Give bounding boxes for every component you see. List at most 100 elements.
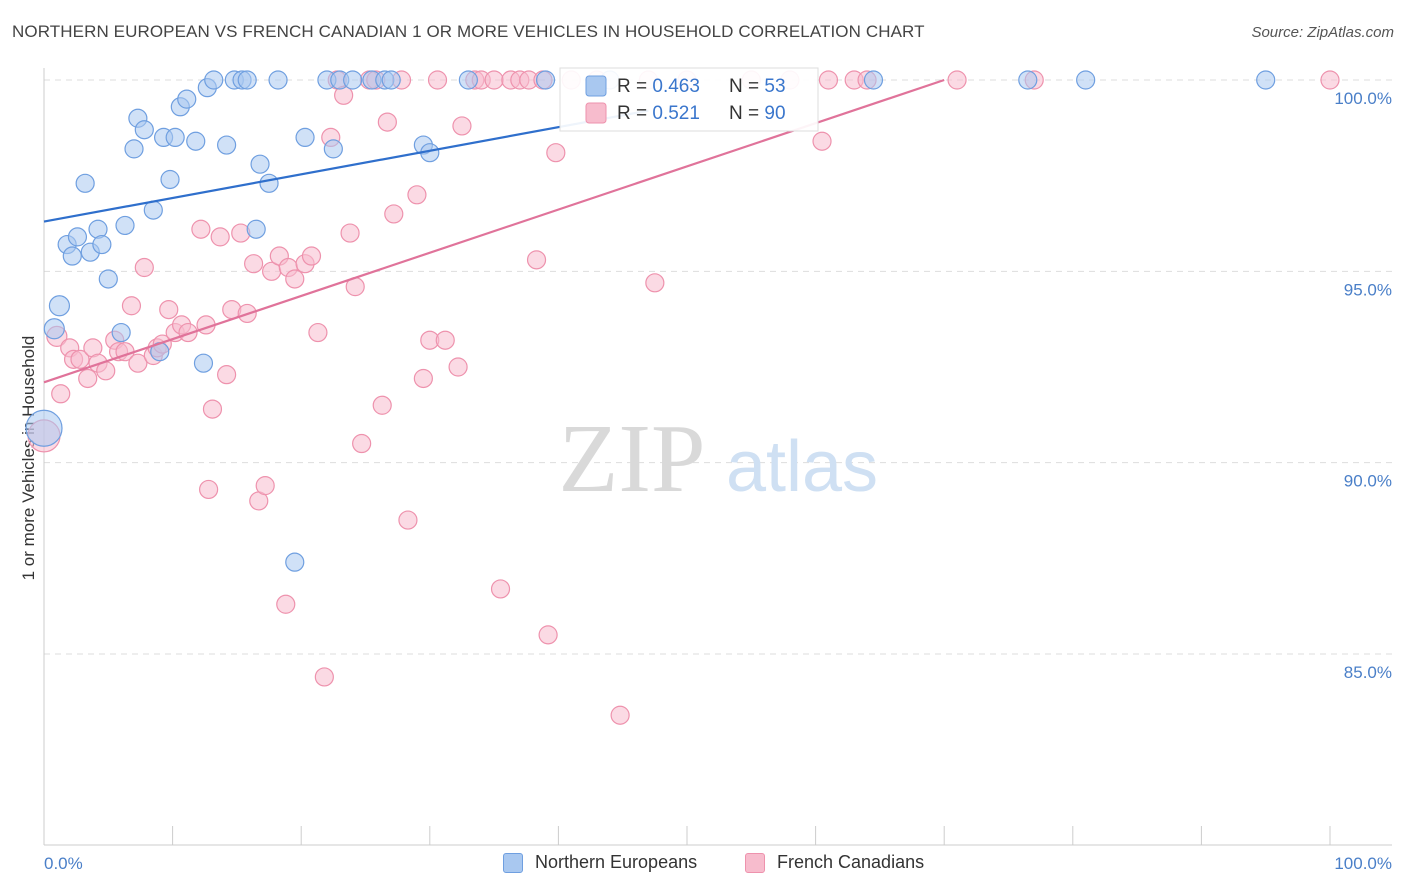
northern-europeans-point [124, 139, 144, 159]
northern-europeans-point [1256, 70, 1276, 90]
legend-n-label: N = [729, 76, 764, 97]
french-canadians-point [435, 330, 455, 350]
french-canadians-point [384, 204, 404, 224]
northern-europeans-point [295, 127, 315, 147]
svg-text:R = 0.521: R = 0.521 [617, 103, 700, 124]
watermark-atlas: atlas [726, 427, 878, 507]
french-canadians-point [352, 433, 372, 454]
northern-europeans-point [165, 127, 185, 147]
french-canadians-point [78, 368, 98, 389]
legend-r-label: R = [617, 103, 652, 124]
french-canadians-point [538, 625, 558, 645]
series-french-canadians [27, 70, 1340, 725]
x-tick-label: 100.0% [1334, 854, 1392, 873]
french-canadians-point [199, 479, 219, 500]
northern-europeans-point [111, 322, 131, 343]
french-canadians-point [645, 273, 665, 293]
legend-swatch-blue [585, 75, 607, 97]
northern-europeans-point [259, 173, 279, 193]
x-tick-label: 0.0% [44, 854, 83, 873]
french-canadians-point [202, 399, 223, 419]
legend-item-french-canadians: French Canadians [745, 852, 924, 873]
northern-europeans-point [62, 246, 82, 266]
french-canadians-point [372, 395, 392, 415]
french-canadians-point [526, 250, 547, 270]
northern-europeans-point [204, 70, 224, 90]
svg-text:N = 90: N = 90 [729, 103, 786, 124]
y-tick-labels: 85.0% 90.0% 95.0% 100.0% [1334, 89, 1392, 682]
northern-europeans-point [285, 552, 305, 572]
svg-text:R = 0.463: R = 0.463 [617, 76, 700, 97]
french-canadians-point [301, 246, 322, 266]
french-canadians-point [178, 322, 198, 343]
legend-n-value: 90 [764, 103, 785, 124]
french-canadians-point [276, 594, 296, 614]
northern-europeans-point [48, 295, 71, 317]
french-canadians-point [398, 510, 418, 530]
source-label: Source: ZipAtlas.com [1251, 24, 1394, 41]
watermark-zip: ZIP [559, 405, 706, 513]
french-canadians-point [191, 219, 211, 239]
northern-europeans-point [193, 353, 214, 373]
northern-europeans-point [237, 70, 257, 90]
northern-europeans-point [98, 269, 118, 289]
northern-europeans-point [250, 154, 270, 174]
legend-label-northern-europeans: Northern Europeans [535, 852, 698, 872]
legend-r-value: 0.463 [652, 76, 700, 97]
french-canadians-point [818, 70, 839, 90]
french-canadians-point [159, 300, 179, 320]
legend-swatch-northern-europeans [503, 852, 523, 873]
french-canadians-point [308, 322, 328, 343]
northern-europeans-point [115, 215, 135, 236]
chart-title: NORTHERN EUROPEAN VS FRENCH CANADIAN 1 O… [12, 22, 925, 41]
french-canadians-point [947, 70, 967, 90]
y-tick-label: 100.0% [1334, 89, 1392, 108]
french-canadians-point [490, 579, 511, 599]
northern-europeans-point [67, 227, 88, 247]
northern-europeans-point [1018, 70, 1038, 90]
northern-europeans-point [268, 70, 288, 90]
northern-europeans-point [343, 70, 363, 90]
legend-r-value: 0.521 [652, 103, 700, 124]
legend-label-french-canadians: French Canadians [777, 852, 925, 872]
legend-series: Northern Europeans French Canadians [0, 852, 1406, 878]
watermark: ZIP atlas [559, 405, 879, 513]
northern-europeans-point [25, 409, 63, 447]
french-canadians-point [285, 269, 305, 289]
series-northern-europeans [25, 70, 1276, 572]
axes [43, 68, 1392, 846]
french-canadians-point [377, 112, 397, 132]
svg-text:N = 53: N = 53 [729, 76, 786, 97]
french-canadians-point [128, 353, 148, 373]
northern-europeans-point [217, 135, 237, 155]
northern-europeans-point [160, 169, 180, 190]
french-canadians-point [427, 70, 448, 90]
legend-swatch-french-canadians [745, 852, 765, 873]
y-tick-label: 90.0% [1344, 472, 1392, 491]
french-canadians-point [812, 131, 832, 151]
legend-swatch-pink [585, 102, 607, 124]
french-canadians-point [1320, 70, 1340, 90]
northern-europeans-point [143, 200, 163, 220]
french-canadians-point [134, 257, 154, 278]
french-canadians-point [70, 349, 90, 369]
french-canadians-point [413, 368, 433, 389]
northern-europeans-point [1076, 70, 1096, 90]
trend-line-northern-europeans [43, 109, 649, 223]
northern-europeans-point [177, 89, 197, 109]
y-axis-label: 1 or more Vehicles in Household [19, 336, 38, 581]
northern-europeans-point [381, 70, 401, 90]
french-canadians-point [121, 296, 142, 316]
northern-europeans-point [458, 70, 478, 90]
french-canadians-point [51, 384, 71, 404]
northern-europeans-point [134, 120, 154, 140]
french-canadians-point [255, 476, 275, 496]
french-canadians-point [610, 705, 630, 725]
gridlines [44, 79, 1392, 655]
french-canadians-point [314, 667, 334, 687]
french-canadians-point [407, 185, 427, 205]
french-canadians-point [244, 254, 264, 274]
french-canadians-point [340, 223, 360, 243]
french-canadians-point [448, 357, 468, 377]
